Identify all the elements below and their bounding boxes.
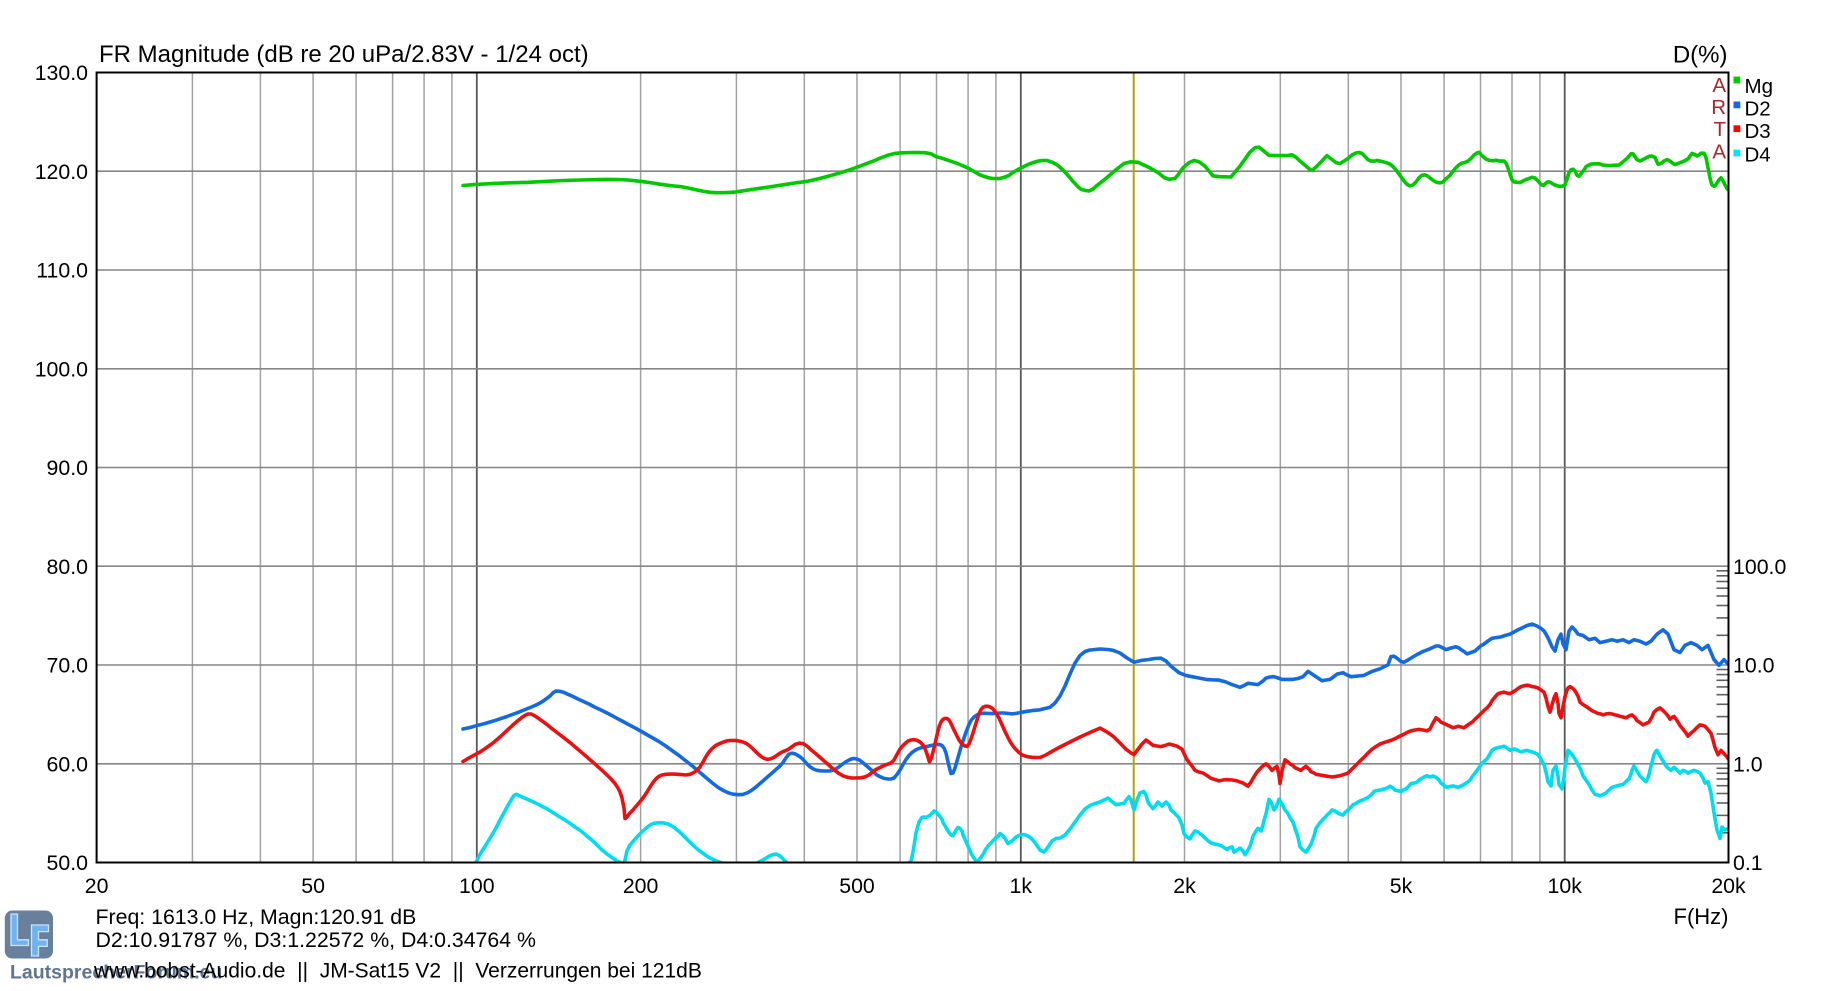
svg-text:70.0: 70.0	[47, 654, 89, 678]
svg-text:1.0: 1.0	[1733, 753, 1763, 777]
svg-text:D2: D2	[1745, 98, 1771, 121]
svg-text:D2:10.91787 %, D3:1.22572 %, D: D2:10.91787 %, D3:1.22572 %, D4:0.34764 …	[96, 928, 537, 952]
svg-text:50: 50	[301, 874, 325, 898]
svg-text:10k: 10k	[1548, 874, 1583, 898]
svg-text:5k: 5k	[1390, 874, 1413, 898]
svg-text:20: 20	[85, 874, 109, 898]
svg-text:A: A	[1712, 140, 1726, 163]
svg-text:D(%): D(%)	[1673, 42, 1728, 69]
svg-text:80.0: 80.0	[47, 555, 89, 579]
svg-text:0.1: 0.1	[1733, 851, 1763, 875]
svg-text:10.0: 10.0	[1733, 654, 1775, 678]
svg-text:100.0: 100.0	[1733, 555, 1786, 579]
svg-text:1k: 1k	[1010, 874, 1033, 898]
svg-text:20k: 20k	[1711, 874, 1746, 898]
svg-text:100: 100	[459, 874, 495, 898]
svg-text:D4: D4	[1745, 144, 1771, 167]
svg-text:500: 500	[839, 874, 875, 898]
svg-text:60.0: 60.0	[47, 753, 89, 777]
svg-text:FR Magnitude (dB re 20 uPa/2.8: FR Magnitude (dB re 20 uPa/2.83V - 1/24 …	[99, 41, 589, 68]
svg-text:D3: D3	[1745, 120, 1771, 143]
svg-text:Mg: Mg	[1745, 75, 1773, 98]
svg-text:100.0: 100.0	[35, 357, 88, 381]
svg-text:Freq: 1613.0 Hz, Magn:120.91 d: Freq: 1613.0 Hz, Magn:120.91 dB	[96, 905, 417, 929]
svg-text:50.0: 50.0	[47, 851, 89, 875]
svg-text:www.bobst-Audio.de || JM-Sat: www.bobst-Audio.de || JM-Sat15 V2 || Ver…	[93, 959, 702, 982]
svg-text:R: R	[1711, 96, 1726, 119]
svg-text:200: 200	[623, 874, 659, 898]
svg-text:130.0: 130.0	[35, 61, 88, 85]
svg-text:2k: 2k	[1173, 874, 1196, 898]
svg-text:F(Hz): F(Hz)	[1674, 904, 1729, 929]
svg-text:T: T	[1713, 118, 1726, 141]
svg-text:A: A	[1712, 74, 1726, 97]
svg-text:LautsprecherForum.eu: LautsprecherForum.eu	[10, 962, 222, 984]
svg-text:110.0: 110.0	[36, 259, 88, 283]
svg-text:90.0: 90.0	[47, 456, 89, 480]
svg-text:120.0: 120.0	[35, 160, 88, 184]
